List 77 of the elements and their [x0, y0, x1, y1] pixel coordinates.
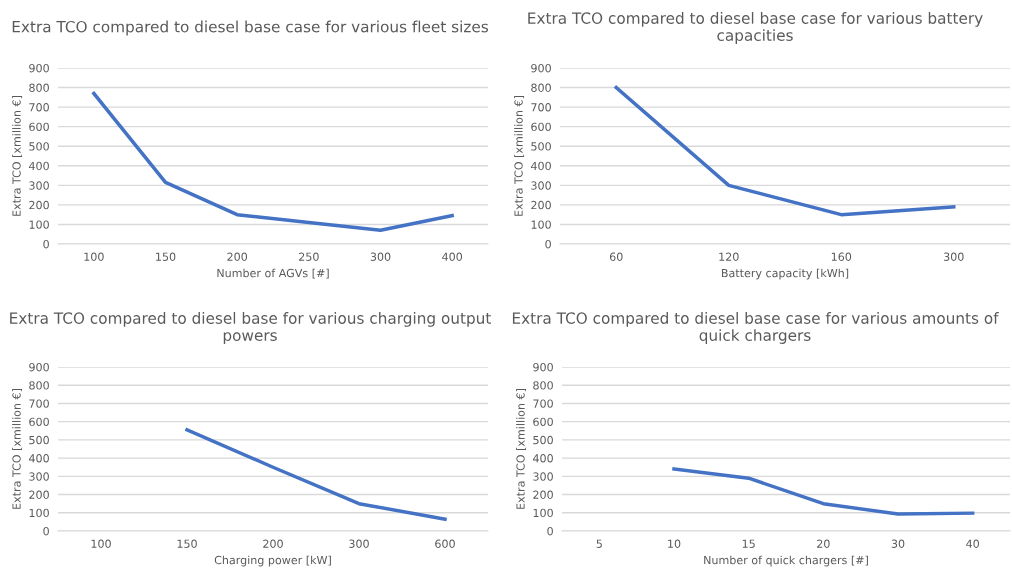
y-tick-label: 500 [531, 142, 551, 151]
y-tick-label: 400 [29, 161, 49, 171]
y-tick-label: 800 [533, 381, 553, 390]
chart-title: Extra TCO compared to diesel base for various charging output powers [10, 312, 491, 344]
x-tick-label: 100 [91, 539, 111, 548]
x-tick-label: 200 [263, 539, 283, 548]
x-tick-label: 15 [742, 539, 755, 548]
y-tick-label: 600 [29, 122, 49, 132]
y-tick-label: 400 [531, 161, 551, 171]
x-tick-label: 40 [966, 539, 979, 548]
x-tick-label: 200 [227, 252, 248, 261]
y-axis-title: Extra TCO [xmillion €] [514, 96, 525, 216]
y-tick-label: 100 [531, 220, 551, 229]
x-tick-label: 400 [442, 252, 463, 261]
y-tick-label: 0 [547, 526, 553, 536]
y-tick-label: 500 [29, 142, 49, 151]
x-tick-label: 120 [719, 252, 739, 261]
y-tick-label: 600 [533, 417, 553, 427]
x-tick-label: 160 [831, 252, 852, 261]
line-series [185, 428, 447, 521]
x-tick-label: 150 [177, 539, 197, 548]
x-axis-title: Charging power [kW] [214, 555, 331, 567]
y-tick-label: 700 [29, 103, 49, 112]
y-tick-label: 0 [43, 526, 49, 536]
y-tick-label: 200 [531, 200, 551, 210]
y-tick-label: 200 [29, 200, 49, 210]
y-axis-title: Extra TCO [xmillion €] [12, 96, 23, 216]
y-tick-label: 700 [29, 399, 49, 408]
y-tick-label: 300 [531, 181, 551, 190]
y-tick-label: 0 [43, 239, 49, 249]
x-tick-label: 300 [349, 539, 369, 548]
y-tick-label: 300 [29, 181, 49, 190]
x-axis-title: Battery capacity [kWh] [721, 268, 849, 280]
y-tick-label: 0 [545, 239, 551, 249]
y-tick-label: 300 [29, 472, 49, 481]
y-tick-label: 800 [29, 83, 49, 92]
x-tick-label: 100 [84, 252, 104, 261]
y-tick-label: 100 [29, 220, 49, 229]
chart-title: Extra TCO compared to diesel base case for various fleet sizes [12, 20, 488, 36]
y-tick-label: 900 [29, 362, 49, 372]
x-tick-label: 150 [156, 252, 176, 261]
line-series [672, 467, 975, 516]
chart-title: Extra TCO compared to diesel base case for various amounts of quick chargers [512, 312, 999, 344]
x-axis-title: Number of AGVs [#] [217, 268, 329, 279]
y-tick-label: 500 [533, 435, 553, 445]
y-tick-label: 600 [29, 417, 49, 427]
line-series [614, 85, 956, 217]
y-tick-label: 200 [29, 490, 49, 499]
x-tick-label: 250 [299, 252, 319, 261]
y-tick-label: 800 [29, 381, 49, 390]
y-tick-label: 900 [533, 362, 553, 372]
y-tick-label: 700 [531, 103, 551, 112]
y-tick-label: 500 [29, 435, 49, 445]
y-tick-label: 600 [531, 122, 551, 132]
y-tick-label: 800 [531, 83, 551, 92]
x-tick-label: 300 [943, 252, 964, 261]
x-tick-label: 10 [668, 539, 681, 548]
y-tick-label: 100 [29, 508, 49, 518]
y-tick-label: 700 [533, 399, 553, 408]
y-tick-label: 100 [533, 508, 553, 518]
y-axis-title: Extra TCO [xmillion €] [516, 389, 527, 509]
x-tick-label: 60 [609, 252, 623, 261]
x-tick-label: 5 [596, 539, 602, 548]
line-series [92, 91, 454, 233]
y-tick-label: 200 [533, 490, 553, 499]
y-tick-label: 400 [29, 454, 49, 463]
y-tick-label: 300 [533, 472, 553, 481]
y-tick-label: 400 [533, 454, 553, 463]
x-tick-label: 20 [817, 539, 830, 548]
x-tick-label: 30 [891, 539, 905, 548]
y-tick-label: 900 [29, 63, 49, 73]
x-tick-label: 300 [370, 252, 391, 261]
x-tick-label: 600 [435, 539, 455, 548]
x-axis-title: Number of quick chargers [#] [704, 555, 868, 567]
chart-title: Extra TCO compared to diesel base case for various battery capacities [528, 12, 983, 44]
y-axis-title: Extra TCO [xmillion €] [12, 389, 23, 509]
y-tick-label: 900 [531, 63, 551, 73]
